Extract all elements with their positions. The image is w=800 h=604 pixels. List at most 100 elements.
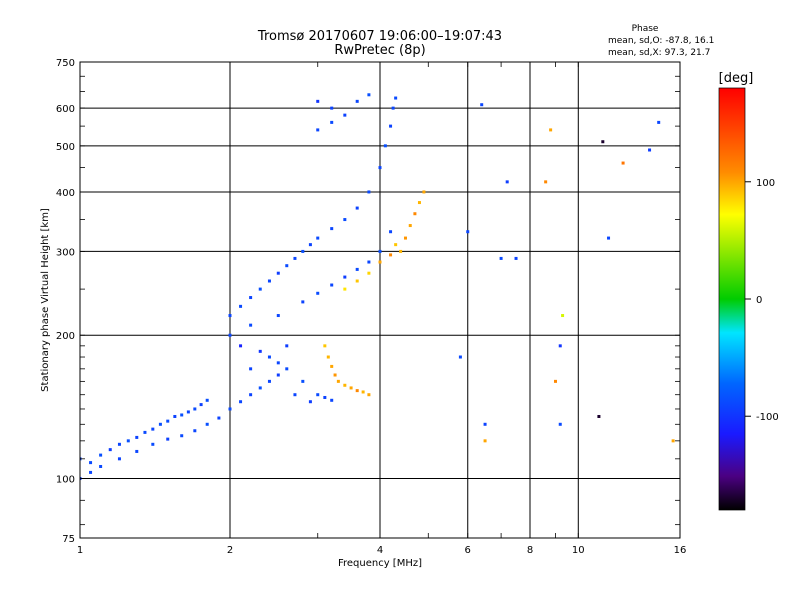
data-point	[394, 243, 398, 247]
data-point	[553, 379, 557, 383]
data-point	[239, 400, 243, 404]
data-point	[186, 410, 190, 414]
y-tick-label: 600	[56, 104, 75, 115]
data-point	[239, 304, 243, 308]
data-point	[199, 403, 203, 407]
data-point	[249, 367, 253, 371]
data-point	[117, 457, 121, 461]
x-tick-label: 4	[377, 545, 383, 556]
data-point	[343, 275, 347, 279]
data-point	[239, 344, 243, 348]
data-point	[249, 296, 253, 300]
y-tick-label: 100	[56, 475, 75, 486]
data-point	[316, 291, 320, 295]
data-point	[258, 349, 262, 353]
data-point	[228, 407, 232, 411]
data-point	[173, 414, 177, 418]
y-axis-ticks: 75 100 200 300 400 500 600 750	[56, 58, 680, 545]
data-point	[561, 314, 565, 318]
data-point	[89, 470, 93, 474]
data-points	[80, 93, 675, 481]
data-point	[367, 93, 371, 97]
data-point	[143, 430, 147, 434]
data-point	[389, 230, 393, 234]
data-point	[607, 236, 611, 240]
data-point	[316, 236, 320, 240]
data-point	[249, 393, 253, 397]
data-point	[355, 267, 359, 271]
y-tick-label: 200	[56, 331, 75, 342]
data-point	[413, 212, 417, 216]
data-point	[367, 271, 371, 275]
y-tick-label: 500	[56, 142, 75, 153]
data-point	[276, 271, 280, 275]
data-point	[330, 398, 334, 402]
data-point	[323, 395, 327, 399]
data-point	[383, 144, 387, 148]
data-point	[422, 190, 426, 194]
data-point	[326, 355, 330, 359]
data-point	[549, 128, 553, 132]
data-point	[514, 256, 518, 260]
data-point	[343, 113, 347, 117]
y-tick-label: 300	[56, 247, 75, 258]
data-point	[336, 379, 340, 383]
stats-x-mode: mean, sd,X: 97.3, 21.7	[608, 48, 710, 58]
data-point	[466, 230, 470, 234]
data-point	[330, 106, 334, 110]
data-point	[293, 393, 297, 397]
data-point	[193, 429, 197, 433]
data-point	[151, 442, 155, 446]
data-point	[330, 364, 334, 368]
data-point	[391, 106, 395, 110]
data-point	[349, 386, 353, 390]
data-point	[367, 260, 371, 264]
data-point	[301, 249, 305, 253]
x-tick-label: 10	[572, 545, 585, 556]
x-tick-label: 8	[527, 545, 533, 556]
data-point	[151, 427, 155, 431]
data-point	[355, 99, 359, 103]
data-point	[89, 461, 93, 465]
data-point	[378, 166, 382, 170]
data-point	[544, 180, 548, 184]
grid-lines	[80, 62, 680, 538]
colorbar-ticks: 100 0 -100	[745, 178, 779, 423]
data-point	[267, 279, 271, 283]
data-point	[505, 180, 509, 184]
data-point	[330, 283, 334, 287]
data-point	[276, 361, 280, 365]
data-point	[158, 422, 162, 426]
data-point	[597, 414, 601, 418]
data-point	[249, 323, 253, 327]
stats-o-mode: mean, sd,O: -87.8, 16.1	[608, 36, 714, 46]
data-point	[403, 236, 407, 240]
stats-title: Phase	[632, 24, 659, 34]
data-point	[499, 256, 503, 260]
data-point	[308, 243, 312, 247]
data-point	[217, 416, 221, 420]
data-point	[480, 103, 484, 107]
data-point	[378, 260, 382, 264]
data-point	[316, 99, 320, 103]
data-point	[285, 344, 289, 348]
data-point	[330, 227, 334, 231]
data-point	[228, 333, 232, 337]
data-point	[228, 314, 232, 318]
data-point	[108, 448, 112, 452]
data-point	[323, 344, 327, 348]
data-point	[166, 419, 170, 423]
data-point	[205, 422, 209, 426]
data-point	[483, 439, 487, 443]
data-point	[343, 218, 347, 222]
data-point	[483, 422, 487, 426]
data-point	[355, 206, 359, 210]
data-point	[301, 300, 305, 304]
data-point	[205, 398, 209, 402]
data-point	[355, 389, 359, 393]
data-point	[267, 379, 271, 383]
colorbar-tick-label: -100	[756, 412, 779, 423]
data-point	[166, 437, 170, 441]
data-point	[458, 355, 462, 359]
